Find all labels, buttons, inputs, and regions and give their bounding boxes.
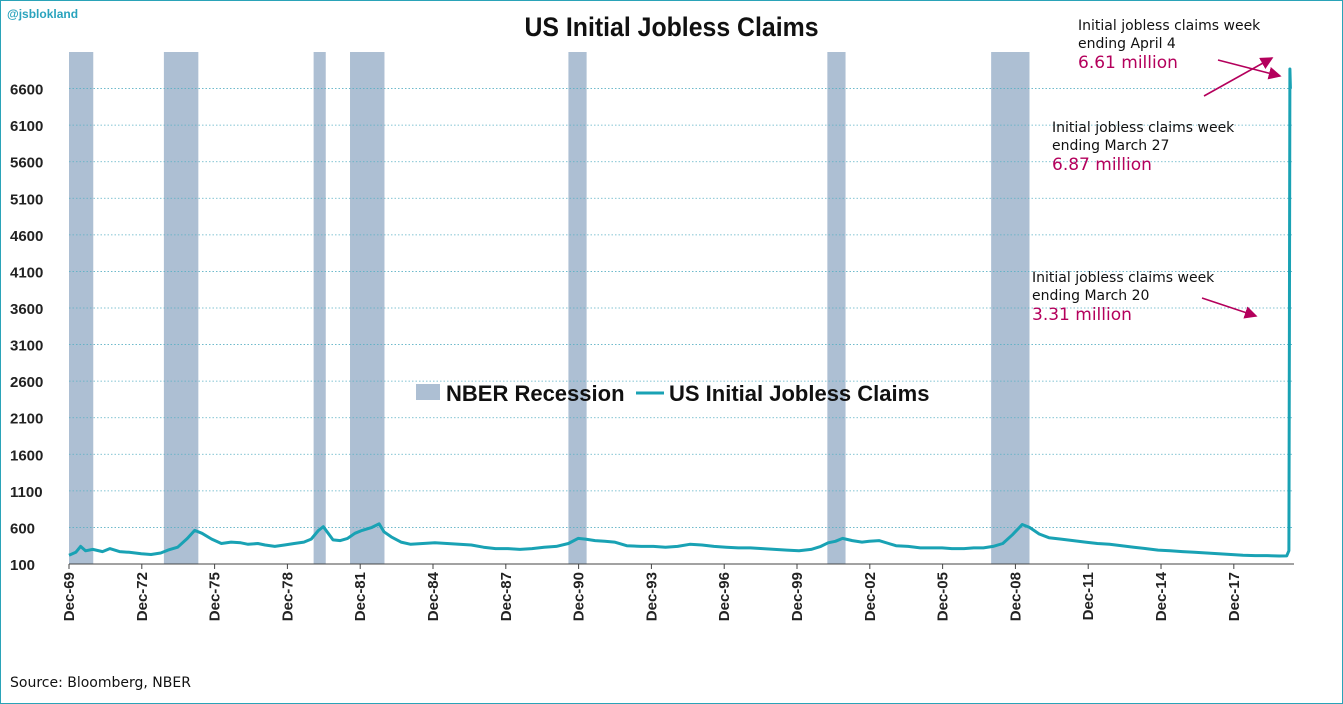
x-tick-label: Dec-78 bbox=[279, 572, 296, 621]
x-tick-label: Dec-93 bbox=[643, 572, 660, 621]
annotation-march-27-line2: ending March 27 bbox=[1052, 138, 1169, 154]
x-tick-label: Dec-96 bbox=[716, 572, 733, 621]
y-axis: 100 600 1100 1600 2100 2600 3100 3600 4100 4600 51… bbox=[10, 82, 43, 574]
y-tick-label: 6100 bbox=[10, 118, 43, 135]
y-tick-label: 4600 bbox=[10, 228, 43, 245]
y-tick-label: 3100 bbox=[10, 338, 43, 355]
annotation-march-20-arrow bbox=[1201, 297, 1258, 319]
annotation-march-27-line1: Initial jobless claims week bbox=[1052, 120, 1235, 136]
x-tick-label: Dec-05 bbox=[935, 572, 952, 621]
annotation-march-27-arrow bbox=[1203, 57, 1274, 97]
annotation-march-20-value: 3.31 million bbox=[1032, 305, 1132, 325]
annotation-march-20: Initial jobless claims week ending March… bbox=[1032, 270, 1258, 325]
annotation-april-4-line2: ending April 4 bbox=[1078, 36, 1176, 52]
legend-label-recession: NBER Recession bbox=[446, 381, 625, 406]
y-tick-label: 3600 bbox=[10, 301, 43, 318]
x-tick-label: Dec-69 bbox=[61, 572, 78, 621]
y-tick-label: 6600 bbox=[10, 82, 43, 99]
annotation-march-20-line2: ending March 20 bbox=[1032, 288, 1149, 304]
x-tick-label: Dec-75 bbox=[207, 572, 224, 621]
y-tick-label: 600 bbox=[10, 520, 35, 537]
annotation-march-27-value: 6.87 million bbox=[1052, 155, 1152, 175]
x-tick-label: Dec-81 bbox=[352, 572, 369, 621]
legend-swatch-recession bbox=[416, 384, 440, 400]
x-tick-label: Dec-02 bbox=[862, 572, 879, 621]
source-note: Source: Bloomberg, NBER bbox=[10, 675, 191, 691]
legend-label-claims: US Initial Jobless Claims bbox=[669, 381, 929, 406]
annotation-march-27: Initial jobless claims week ending March… bbox=[1052, 57, 1274, 175]
y-tick-label: 5100 bbox=[10, 191, 43, 208]
annotation-april-4-line1: Initial jobless claims week bbox=[1078, 18, 1261, 34]
x-tick-label: Dec-11 bbox=[1080, 572, 1097, 620]
y-tick-label: 1600 bbox=[10, 447, 43, 464]
annotation-april-4-arrow bbox=[1217, 59, 1282, 80]
annotation-april-4-value: 6.61 million bbox=[1078, 53, 1178, 73]
recession-band bbox=[313, 52, 326, 564]
y-tick-label: 2600 bbox=[10, 374, 43, 391]
x-tick-label: Dec-99 bbox=[789, 572, 806, 621]
x-tick-label: Dec-87 bbox=[498, 572, 515, 621]
x-tick-label: Dec-14 bbox=[1153, 571, 1170, 621]
x-tick-label: Dec-17 bbox=[1226, 572, 1243, 621]
annotation-april-4: Initial jobless claims week ending April… bbox=[1078, 18, 1282, 80]
x-tick-label: Dec-72 bbox=[134, 572, 151, 621]
annotation-march-20-line1: Initial jobless claims week bbox=[1032, 270, 1215, 286]
author-handle: @jsblokland bbox=[7, 7, 79, 21]
jobless-claims-line bbox=[68, 67, 1292, 558]
y-tick-label: 5600 bbox=[10, 155, 43, 172]
x-tick-label: Dec-08 bbox=[1007, 572, 1024, 621]
legend: NBER Recession US Initial Jobless Claims bbox=[416, 381, 929, 406]
y-tick-label: 4100 bbox=[10, 264, 43, 281]
y-tick-label: 100 bbox=[10, 557, 35, 574]
y-tick-label: 1100 bbox=[10, 484, 43, 501]
y-tick-label: 2100 bbox=[10, 411, 43, 428]
x-tick-label: Dec-84 bbox=[425, 571, 442, 621]
gridlines bbox=[69, 88, 1294, 528]
chart-title: US Initial Jobless Claims bbox=[524, 12, 819, 42]
x-axis: Dec-69 Dec-72 Dec-75 Dec-78 Dec-81 Dec-84 Dec-… bbox=[61, 563, 1294, 621]
x-tick-label: Dec-90 bbox=[571, 572, 588, 621]
